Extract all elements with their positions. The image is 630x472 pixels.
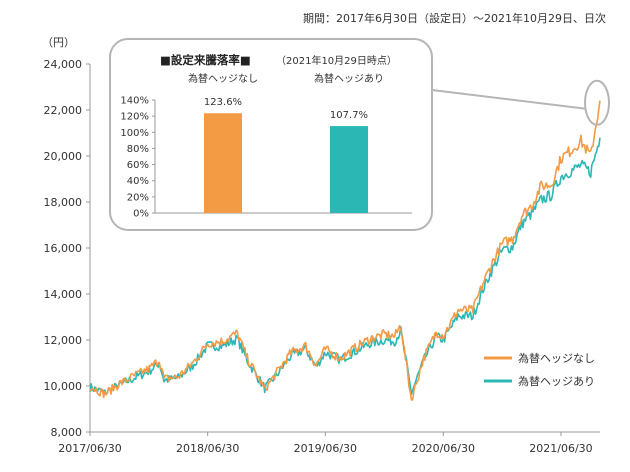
callout-line xyxy=(431,89,587,110)
x-tick-label: 2021/06/30 xyxy=(529,442,592,455)
series-line-unhedged xyxy=(89,100,601,401)
inset-y-tick-label: 60% xyxy=(127,160,149,171)
y-tick-label: 24,000 xyxy=(44,58,83,71)
x-axis-ticks: 2017/06/30 2018/06/30 2019/06/30 2020/06/30… xyxy=(58,432,593,455)
callout-connector xyxy=(431,79,610,126)
inset-y-tick-label: 0% xyxy=(133,209,149,220)
x-tick-label: 2018/06/30 xyxy=(176,442,239,455)
y-tick-label: 14,000 xyxy=(44,288,83,301)
y-tick-label: 18,000 xyxy=(44,196,83,209)
inset-bar-chart: ■設定来騰落率■ （2021年10月29日時点） 0% 20% 40% 60% 80% 100… xyxy=(109,38,433,231)
inset-y-tick-label: 40% xyxy=(127,176,149,187)
inset-frame xyxy=(109,38,433,231)
y-axis-ticks: 8,000 10,000 12,000 14,000 16,000 18,000 20,00… xyxy=(44,58,90,439)
inset-category-label: 為替ヘッジなし xyxy=(188,72,258,85)
inset-y-tick-label: 120% xyxy=(120,112,149,123)
series-lines xyxy=(89,100,601,401)
x-tick-label: 2017/06/30 xyxy=(58,442,121,455)
inset-y-tick-label: 100% xyxy=(120,128,149,139)
inset-value-label: 107.7% xyxy=(330,110,368,121)
series-line-hedged xyxy=(89,137,601,396)
inset-category-label: 為替ヘッジあり xyxy=(314,72,384,85)
inset-bar-hedged xyxy=(330,126,368,213)
y-axis-unit-label: （円） xyxy=(42,36,75,49)
callout-ellipse xyxy=(584,79,610,126)
y-tick-label: 12,000 xyxy=(44,334,83,347)
inset-title: ■設定来騰落率■ xyxy=(160,53,251,67)
inset-subtitle: （2021年10月29日時点） xyxy=(276,54,397,67)
period-note: 期間：2017年6月30日（設定日）～2021年10月29日、日次 xyxy=(303,12,606,25)
x-tick-label: 2019/06/30 xyxy=(294,442,357,455)
y-tick-label: 10,000 xyxy=(44,380,83,393)
inset-value-label: 123.6% xyxy=(204,97,242,108)
x-tick-label: 2020/06/30 xyxy=(412,442,475,455)
y-tick-label: 22,000 xyxy=(44,104,83,117)
legend-label: 為替ヘッジあり xyxy=(518,374,595,388)
inset-bar-unhedged xyxy=(204,113,242,213)
legend-label: 為替ヘッジなし xyxy=(518,351,595,365)
inset-y-tick-label: 80% xyxy=(127,144,149,155)
y-tick-label: 20,000 xyxy=(44,150,83,163)
inset-y-tick-label: 140% xyxy=(120,96,149,107)
y-tick-label: 16,000 xyxy=(44,242,83,255)
y-tick-label: 8,000 xyxy=(51,426,83,439)
inset-y-tick-label: 20% xyxy=(127,192,149,203)
